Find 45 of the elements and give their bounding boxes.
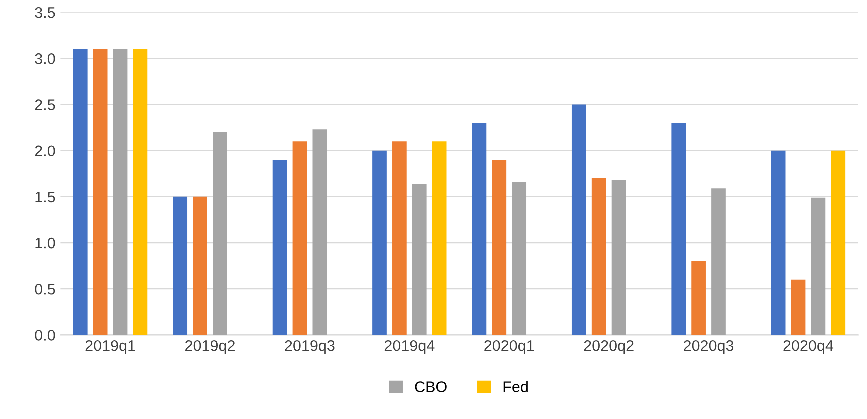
bar	[771, 150, 786, 336]
x-tick-label: 2019q2	[186, 340, 235, 354]
bar	[712, 188, 726, 336]
bar	[432, 142, 447, 336]
bar	[612, 180, 626, 336]
y-tick-label: 0.5	[35, 284, 56, 295]
bar	[113, 49, 128, 336]
y-tick-label: 1.0	[36, 238, 56, 249]
bar	[392, 142, 407, 336]
bar	[292, 142, 308, 336]
bar	[93, 49, 108, 336]
legend-label: Fed	[504, 381, 528, 392]
legend-label: CBO	[415, 382, 447, 392]
bar	[512, 182, 527, 336]
bar	[791, 280, 806, 336]
x-tick-label: 2020q2	[584, 340, 634, 354]
bar	[811, 198, 826, 336]
bar	[572, 104, 586, 336]
bar	[472, 123, 487, 336]
bar	[412, 184, 427, 336]
y-tick-label: 2.5	[35, 100, 56, 110]
y-tick-label: 3.0	[35, 54, 56, 64]
bar	[831, 150, 846, 336]
bar	[73, 49, 88, 336]
x-tick-label: 2019q4	[384, 340, 435, 354]
bar	[193, 196, 208, 336]
x-tick-label: 2019q3	[285, 340, 335, 354]
bar	[213, 132, 228, 336]
bar	[372, 150, 387, 336]
bar	[672, 123, 686, 336]
bar	[173, 196, 188, 336]
bar	[492, 160, 507, 336]
y-tick-label: 0.0	[35, 330, 56, 341]
x-tick-label: 2020q1	[484, 340, 534, 354]
x-tick-label: 2020q4	[784, 340, 834, 354]
bar	[692, 261, 706, 336]
x-tick-label: 2019q1	[86, 340, 136, 354]
bar	[312, 130, 328, 336]
bar	[133, 49, 148, 336]
bar	[592, 178, 606, 336]
y-tick-label: 1.5	[36, 192, 56, 203]
x-tick-label: 2020q3	[684, 340, 734, 354]
y-tick-label: 2.0	[35, 146, 56, 157]
y-tick-label: 3.5	[35, 7, 56, 18]
bar	[272, 160, 288, 336]
